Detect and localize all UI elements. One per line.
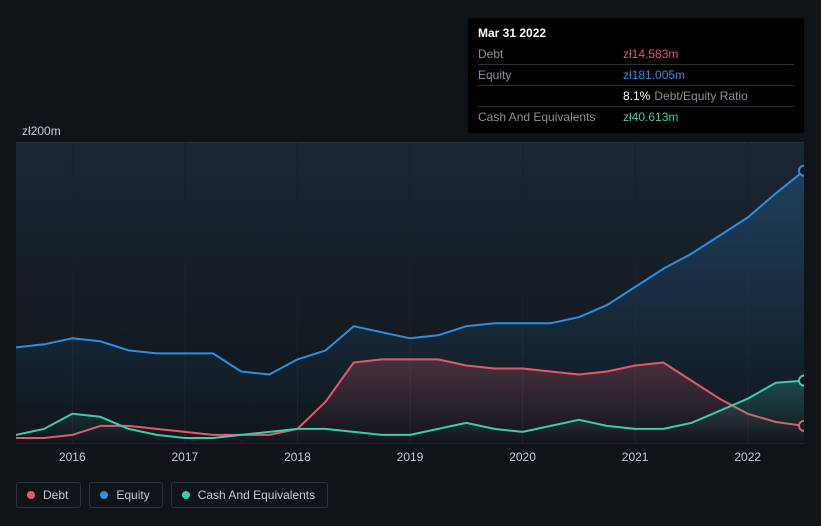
x-axis-tick: 2020 — [509, 450, 536, 464]
tooltip-row-value: zł14.583m — [623, 45, 678, 63]
x-axis-tick: 2021 — [622, 450, 649, 464]
tooltip-row: 8.1%Debt/Equity Ratio — [478, 85, 794, 106]
legend-dot — [182, 491, 190, 499]
tooltip-row-label: Equity — [478, 66, 623, 84]
x-axis-tick: 2022 — [734, 450, 761, 464]
y-axis-tick: zł200m — [22, 124, 61, 138]
legend-item-cash-and-equivalents[interactable]: Cash And Equivalents — [171, 482, 328, 508]
tooltip-row-value: 8.1% — [623, 87, 650, 105]
chart-plot-area[interactable] — [16, 142, 804, 444]
x-axis-tick: 2018 — [284, 450, 311, 464]
legend-label: Debt — [43, 488, 68, 502]
tooltip-row: Cash And Equivalentszł40.613m — [478, 106, 794, 127]
legend-label: Equity — [116, 488, 149, 502]
tooltip-row-value: zł40.613m — [623, 108, 678, 126]
legend-item-debt[interactable]: Debt — [16, 482, 81, 508]
x-axis-tick: 2016 — [59, 450, 86, 464]
tooltip-date: Mar 31 2022 — [478, 24, 794, 42]
legend-item-equity[interactable]: Equity — [89, 482, 162, 508]
x-axis-tick: 2019 — [397, 450, 424, 464]
chart-legend: Debt Equity Cash And Equivalents — [16, 482, 328, 508]
legend-label: Cash And Equivalents — [198, 488, 315, 502]
tooltip-row-label: Debt — [478, 45, 623, 63]
tooltip-row-secondary: Debt/Equity Ratio — [654, 87, 747, 105]
legend-dot — [27, 491, 35, 499]
tooltip-row-label: Cash And Equivalents — [478, 108, 623, 126]
tooltip-row: Equityzł181.005m — [478, 64, 794, 85]
tooltip-row-label — [478, 87, 623, 105]
x-axis-tick: 2017 — [171, 450, 198, 464]
chart-tooltip: Mar 31 2022 Debtzł14.583mEquityzł181.005… — [468, 18, 804, 133]
legend-dot — [100, 491, 108, 499]
tooltip-row: Debtzł14.583m — [478, 44, 794, 64]
tooltip-row-value: zł181.005m — [623, 66, 685, 84]
